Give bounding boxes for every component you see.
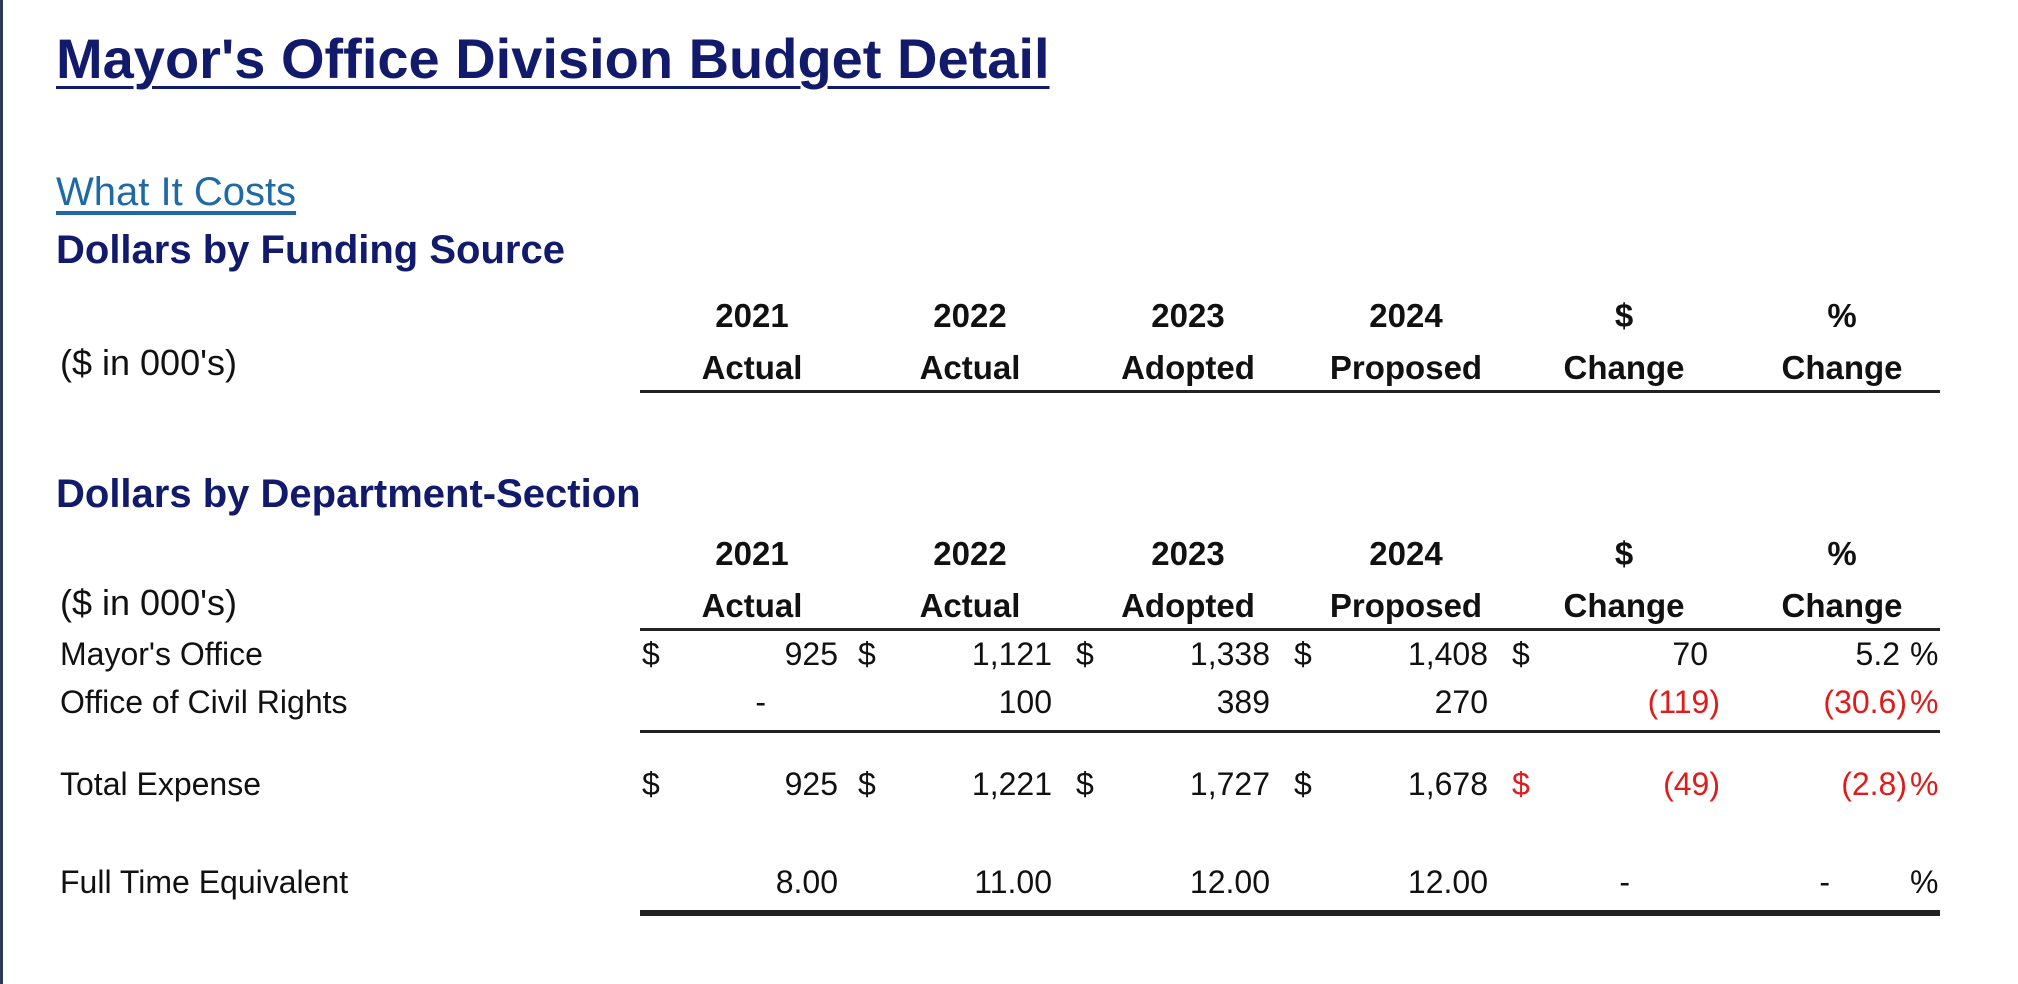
header-year: 2023	[1151, 297, 1225, 334]
cell-mayors-2024: 1,408	[1407, 636, 1488, 672]
row-label-fte: Full Time Equivalent	[60, 864, 349, 900]
cell-fte-2021: 8.00	[775, 864, 838, 900]
cell-mayors-dollar-change: 70	[1672, 636, 1708, 672]
header-year: 2024	[1369, 535, 1443, 572]
dept-header-rule	[640, 628, 1940, 631]
funding-header-2024: 2024 Proposed	[1306, 290, 1506, 394]
cell-total-dollar-change: (49)	[1663, 766, 1720, 802]
funding-header-2021: 2021 Actual	[652, 290, 852, 394]
cell-fte-dollar-change: -	[1619, 864, 1630, 900]
cell-fte-pct-change: -	[1819, 864, 1830, 900]
percent-sign: %	[1910, 684, 1939, 720]
percent-sign: %	[1910, 864, 1939, 900]
funding-header-2022: 2022 Actual	[870, 290, 1070, 394]
currency-sign: $	[1294, 766, 1312, 802]
cell-fte-2023: 12.00	[1189, 864, 1270, 900]
header-type: Change	[1563, 587, 1685, 624]
what-it-costs-link[interactable]: What It Costs	[56, 170, 297, 214]
currency-sign: $	[642, 766, 660, 802]
funding-header-dollar-change: $ Change	[1524, 290, 1724, 394]
percent-sign: %	[1910, 636, 1939, 672]
department-unit-label: ($ in 000's)	[60, 582, 237, 623]
header-type: Change	[1563, 349, 1685, 386]
percent-sign: %	[1910, 766, 1939, 802]
dept-header-2024: 2024 Proposed	[1306, 528, 1506, 632]
cell-mayors-pct-change: 5.2	[1855, 636, 1900, 672]
header-year: 2021	[715, 297, 789, 334]
subtotal-rule	[640, 730, 1940, 733]
header-type: Change	[1781, 587, 1903, 624]
currency-sign: $	[1512, 636, 1530, 672]
header-type: Actual	[701, 587, 803, 624]
cell-civil-2022: 100	[998, 684, 1052, 720]
header-type: Proposed	[1329, 349, 1483, 386]
dept-header-2023: 2023 Adopted	[1088, 528, 1288, 632]
row-label-mayors-office: Mayor's Office	[60, 636, 263, 672]
row-label-total-expense: Total Expense	[60, 766, 262, 802]
cell-civil-2021: -	[755, 684, 766, 720]
cell-mayors-2022: 1,121	[971, 636, 1052, 672]
header-type: Adopted	[1121, 587, 1255, 624]
funding-unit-label: ($ in 000's)	[60, 342, 237, 383]
cell-mayors-2021: 925	[784, 636, 838, 672]
dept-header-pct-change: % Change	[1742, 528, 1942, 632]
header-type: Change	[1781, 349, 1903, 386]
currency-sign: $	[1076, 766, 1094, 802]
cell-total-2021: 925	[784, 766, 838, 802]
cell-fte-2024: 12.00	[1407, 864, 1488, 900]
row-label-civil-rights: Office of Civil Rights	[60, 684, 348, 720]
header-type: Proposed	[1329, 587, 1483, 624]
currency-sign: $	[642, 636, 660, 672]
total-double-rule	[640, 910, 1940, 916]
cell-total-pct-change: (2.8)	[1841, 766, 1907, 802]
funding-header-pct-change: % Change	[1742, 290, 1942, 394]
dept-header-2021: 2021 Actual	[652, 528, 852, 632]
currency-sign: $	[1076, 636, 1094, 672]
currency-sign: $	[858, 636, 876, 672]
dept-header-dollar-change: $ Change	[1524, 528, 1724, 632]
cell-mayors-2023: 1,338	[1189, 636, 1270, 672]
funding-header-2023: 2023 Adopted	[1088, 290, 1288, 394]
header-type: Actual	[701, 349, 803, 386]
cell-fte-2022: 11.00	[974, 864, 1052, 900]
header-symbol: $	[1614, 535, 1634, 572]
page-title: Mayor's Office Division Budget Detail	[56, 27, 1050, 90]
funding-header-rule	[640, 390, 1940, 393]
currency-sign: $	[1294, 636, 1312, 672]
header-symbol: $	[1614, 297, 1634, 334]
header-type: Adopted	[1121, 349, 1255, 386]
header-year: 2022	[933, 297, 1007, 334]
header-year: 2024	[1369, 297, 1443, 334]
cell-civil-2023: 389	[1216, 684, 1270, 720]
currency-sign: $	[858, 766, 876, 802]
header-year: 2023	[1151, 535, 1225, 572]
cell-civil-pct-change: (30.6)	[1823, 684, 1907, 720]
page-edge	[0, 0, 3, 984]
department-section-heading: Dollars by Department-Section	[56, 472, 641, 516]
header-symbol: %	[1827, 297, 1857, 334]
header-symbol: %	[1827, 535, 1857, 572]
header-year: 2022	[933, 535, 1007, 572]
cell-civil-2024: 270	[1434, 684, 1488, 720]
currency-sign: $	[1512, 766, 1530, 802]
funding-source-heading: Dollars by Funding Source	[56, 228, 565, 272]
cell-civil-dollar-change: (119)	[1647, 684, 1720, 720]
header-type: Actual	[919, 587, 1021, 624]
header-type: Actual	[919, 349, 1021, 386]
cell-total-2024: 1,678	[1407, 766, 1488, 802]
cell-total-2022: 1,221	[971, 766, 1052, 802]
cell-total-2023: 1,727	[1189, 766, 1270, 802]
header-year: 2021	[715, 535, 789, 572]
dept-header-2022: 2022 Actual	[870, 528, 1070, 632]
